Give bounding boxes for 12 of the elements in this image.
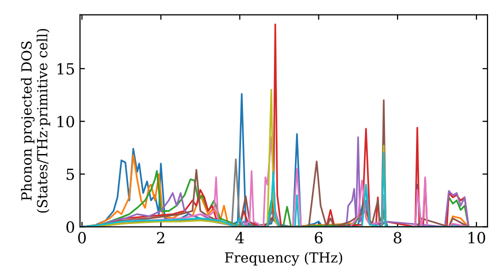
y-tick-label: 0 [66,221,74,233]
y-axis-title: Phonon projected DOS (States/THz·primitive cell) [20,28,50,213]
x-tick-label: 2 [157,232,164,244]
y-tick-label: 10 [58,116,74,128]
y-tick-label: 5 [66,168,74,180]
y-tick-label: 15 [58,63,74,75]
x-tick-label: 4 [235,232,244,244]
x-tick-label: 0 [78,232,86,244]
x-tick-label: 10 [468,232,486,244]
x-axis-title: Frequency (THz) [224,252,342,266]
x-tick-label: 6 [314,232,323,244]
x-tick-label: 8 [394,232,402,244]
